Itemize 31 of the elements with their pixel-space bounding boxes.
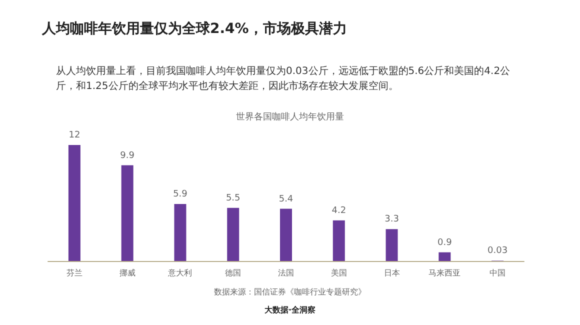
- data-label: 5.9: [173, 189, 188, 200]
- x-tick-label: 马来西亚: [428, 268, 461, 278]
- data-label: 9.9: [120, 150, 135, 161]
- bar: [438, 252, 451, 261]
- x-tick-label: 德国: [225, 268, 242, 278]
- bar: [121, 165, 134, 261]
- text: 世界各国咖啡人均年饮用量: [236, 112, 344, 122]
- chart-title: 人均咖啡年饮用量仅为全球2.4%，市场极具潜力: [42, 20, 347, 38]
- data-label: 0.9: [438, 238, 452, 248]
- x-tick-label: 意大利: [167, 268, 192, 278]
- x-tick-label: 中国: [490, 268, 506, 278]
- source-note: 数据来源：国信证券《咖啡行业专题研究》: [214, 288, 366, 296]
- chart-subtitle: 从人均饮用量上看，目前我国咖啡人均年饮用量仅为0.03公斤，远远低于欧盟的5.6公斤和美国的4.2公斤，和1.25公斤的全球平均水平也有较大差距，因此市场存在较大发展空间。: [56, 64, 512, 94]
- bar: [280, 208, 292, 261]
- data-label: 3.3: [384, 214, 399, 225]
- data-label: 0.03: [488, 246, 508, 256]
- x-tick-label: 日本: [384, 268, 400, 278]
- bar: [227, 208, 240, 261]
- data-label: 4.2: [332, 206, 346, 216]
- x-tick-label: 芬兰: [66, 268, 82, 278]
- text: 大数据·全洞察: [264, 304, 316, 314]
- data-label: 12: [68, 130, 80, 140]
- x-tick-label: 法国: [278, 268, 294, 278]
- bar: [174, 204, 186, 261]
- x-tick-label: 挪威: [119, 268, 136, 278]
- x-tick-label: 美国: [330, 268, 347, 278]
- bar: [386, 229, 398, 261]
- bar: [68, 145, 80, 261]
- bar: [332, 220, 345, 261]
- data-label: 5.5: [226, 193, 240, 204]
- data-label: 5.4: [278, 194, 294, 204]
